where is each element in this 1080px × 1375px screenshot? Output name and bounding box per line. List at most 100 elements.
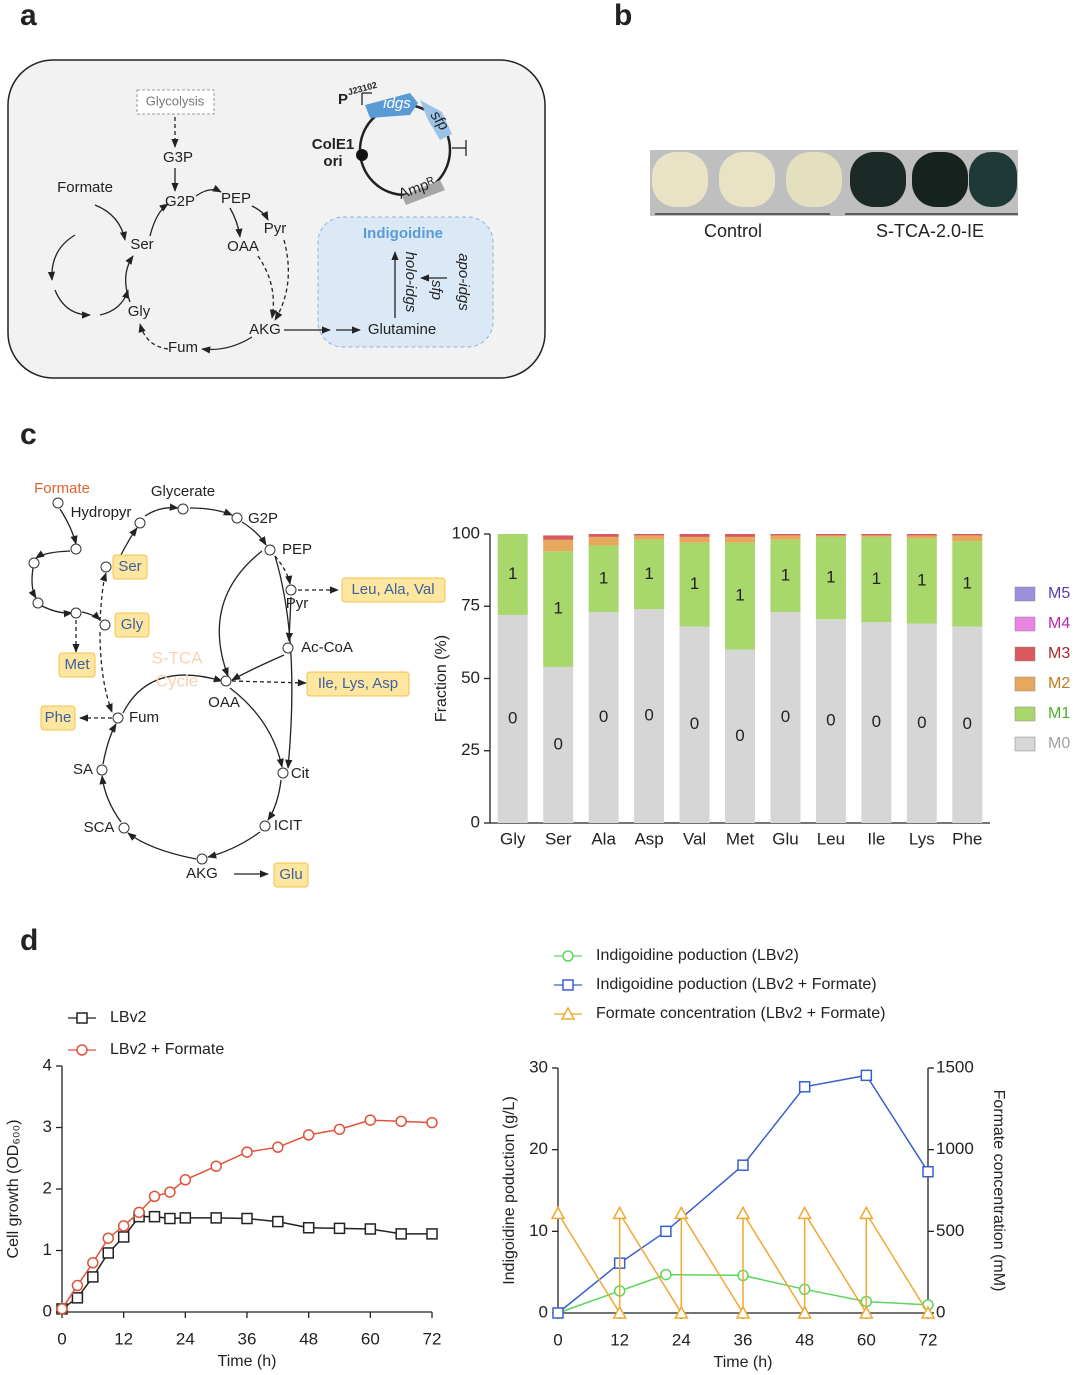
bar-segment bbox=[770, 534, 801, 536]
label: Phe bbox=[45, 709, 72, 726]
x-tick-label: Glu bbox=[772, 829, 798, 848]
marker bbox=[737, 1159, 749, 1171]
label: Gly bbox=[128, 303, 151, 320]
label: Ile, Lys, Asp bbox=[318, 675, 398, 692]
x-axis-label: Time (h) bbox=[218, 1353, 277, 1370]
arrow bbox=[274, 555, 293, 585]
shape bbox=[719, 152, 775, 207]
marker bbox=[333, 1123, 346, 1136]
label: Ac-CoA bbox=[301, 639, 353, 656]
marker bbox=[117, 1220, 130, 1232]
x-tick-label: 12 bbox=[610, 1330, 629, 1349]
marker bbox=[562, 979, 574, 991]
arrow bbox=[41, 605, 73, 618]
panel-label: c bbox=[20, 418, 37, 451]
legend-swatch bbox=[1014, 616, 1036, 632]
label: Cit bbox=[291, 765, 310, 782]
marker bbox=[364, 1223, 377, 1235]
node bbox=[177, 503, 189, 515]
marker bbox=[164, 1212, 176, 1225]
shape bbox=[136, 89, 215, 115]
y-tick-label: 0 bbox=[471, 812, 480, 831]
x-tick-label: 48 bbox=[299, 1329, 318, 1348]
marker bbox=[179, 1212, 192, 1224]
bar-segment bbox=[906, 623, 937, 823]
marker bbox=[133, 1206, 145, 1219]
legend-label: M0 bbox=[1048, 735, 1070, 752]
label: Ser bbox=[118, 558, 141, 575]
segment-label: 1 bbox=[644, 564, 653, 583]
marker bbox=[148, 1210, 161, 1223]
marker bbox=[164, 1186, 176, 1198]
node bbox=[196, 853, 208, 865]
arrow bbox=[99, 289, 130, 316]
label: Cycle bbox=[156, 671, 199, 690]
bar-segment bbox=[815, 535, 846, 537]
label: Formate bbox=[57, 179, 113, 196]
y-tick-label: 3 bbox=[43, 1117, 52, 1136]
label: Leu, Ala, Val bbox=[351, 581, 434, 598]
x-tick-label: 12 bbox=[114, 1329, 133, 1348]
node bbox=[99, 619, 111, 631]
arrow bbox=[229, 687, 284, 768]
y-tick-label: 25 bbox=[461, 740, 480, 759]
x-tick-label: Ser bbox=[545, 829, 572, 848]
label: Control bbox=[704, 221, 762, 241]
marker bbox=[735, 1205, 751, 1220]
marker bbox=[735, 1305, 751, 1319]
arrow bbox=[257, 255, 278, 319]
segment-label: 1 bbox=[690, 574, 699, 593]
label: sfp bbox=[428, 280, 445, 300]
arrow bbox=[28, 567, 37, 599]
arrow bbox=[94, 204, 127, 241]
marker bbox=[612, 1305, 627, 1319]
bar-segment bbox=[906, 534, 937, 536]
x-tick-label: Phe bbox=[952, 829, 982, 848]
bar-segment bbox=[634, 535, 665, 540]
node bbox=[118, 822, 130, 834]
marker bbox=[552, 1307, 564, 1319]
shape bbox=[40, 705, 76, 731]
bar-segment bbox=[588, 612, 619, 823]
segment-label: 0 bbox=[553, 734, 562, 753]
arrow bbox=[274, 239, 289, 321]
x-tick-label: Lys bbox=[909, 829, 935, 848]
label: holo-idgs bbox=[402, 252, 419, 313]
legend-swatch bbox=[1014, 586, 1036, 602]
bar-segment bbox=[543, 539, 574, 552]
arrow bbox=[189, 507, 233, 516]
segment-label: 1 bbox=[963, 573, 972, 592]
x-tick-label: 72 bbox=[423, 1329, 442, 1348]
node bbox=[277, 767, 289, 779]
marker bbox=[179, 1174, 192, 1186]
bar-segment bbox=[634, 609, 665, 823]
arrow bbox=[59, 508, 78, 545]
bar-segment bbox=[906, 538, 937, 624]
arrow bbox=[267, 779, 282, 821]
label: AKG bbox=[249, 321, 281, 338]
bar-segment bbox=[861, 535, 892, 537]
marker bbox=[87, 1271, 99, 1283]
label: Glycolysis bbox=[146, 93, 205, 108]
x-tick-label: 24 bbox=[672, 1330, 691, 1349]
label: S-TCA bbox=[152, 648, 204, 667]
label: idgs bbox=[383, 95, 411, 112]
node bbox=[70, 607, 82, 619]
x-tick-label: 60 bbox=[361, 1329, 380, 1348]
arrow bbox=[99, 775, 122, 823]
marker bbox=[241, 1146, 253, 1158]
panel-c-diagram: Formate Hydropyr Glycerate G2P PEP Pyr A… bbox=[28, 480, 446, 888]
shape bbox=[786, 152, 842, 207]
arrow bbox=[365, 93, 418, 118]
arrow bbox=[285, 596, 294, 642]
bar-segment bbox=[543, 666, 574, 823]
legend-label: LBv2 + Formate bbox=[110, 1041, 224, 1058]
marker bbox=[426, 1228, 438, 1240]
x-tick-label: 36 bbox=[734, 1330, 753, 1349]
node bbox=[70, 543, 82, 555]
legend-swatch bbox=[1014, 706, 1036, 722]
segment-label: 1 bbox=[553, 599, 562, 618]
label: Indigoidine bbox=[363, 225, 443, 242]
marker bbox=[797, 1205, 812, 1220]
node bbox=[96, 764, 108, 776]
